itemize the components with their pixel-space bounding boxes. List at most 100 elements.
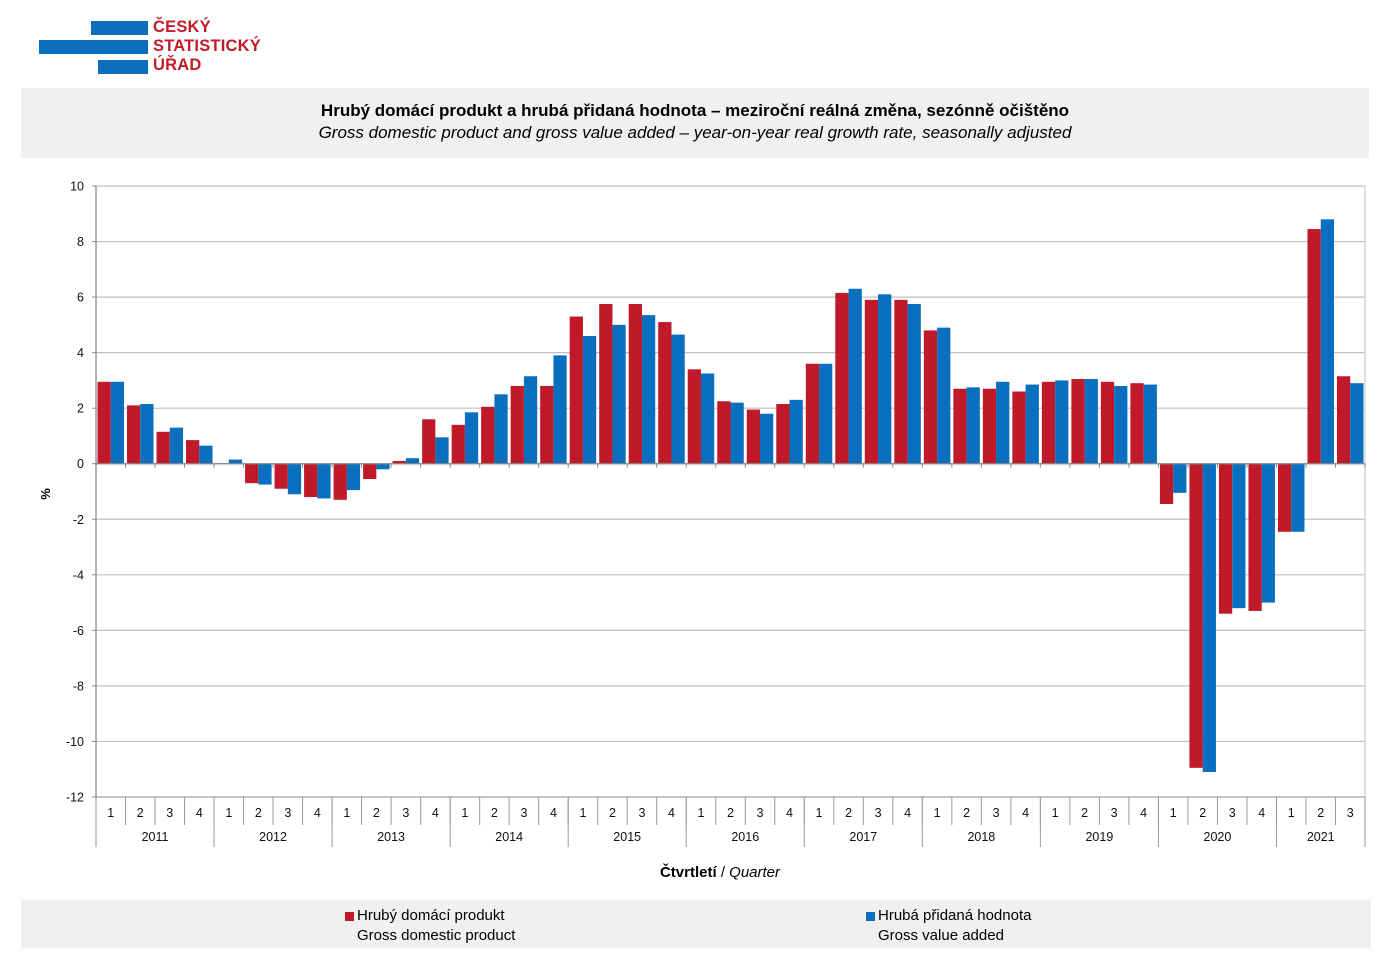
bar-gva <box>1261 463 1275 603</box>
bar-gva <box>1202 463 1216 773</box>
bar-gva <box>1055 380 1069 464</box>
bar-gdp <box>540 385 554 464</box>
legend-item-gdp: Hrubý domácí produkt Gross domestic prod… <box>345 906 516 946</box>
bar-gdp <box>481 406 495 464</box>
logo-text: ČESKÝ STATISTICKÝ ÚŘAD <box>153 18 261 75</box>
legend-swatch-gdp <box>345 912 354 921</box>
y-tick-label: 8 <box>77 235 84 249</box>
x-quarter-label: 2 <box>609 806 616 820</box>
bar-gdp <box>835 292 849 464</box>
x-quarter-label: 2 <box>255 806 262 820</box>
bar-gva <box>1143 384 1157 464</box>
bar-gdp <box>451 424 465 464</box>
bar-gva <box>199 445 213 464</box>
bar-gva <box>582 335 597 464</box>
x-quarter-label: 3 <box>638 806 645 820</box>
bar-gdp <box>1071 379 1085 464</box>
bar-gva <box>966 387 980 464</box>
x-year-label: 2019 <box>1085 830 1113 844</box>
x-quarter-label: 1 <box>1052 806 1059 820</box>
x-quarter-label: 2 <box>491 806 498 820</box>
legend-label-gdp-cz: Hrubý domácí produkt <box>357 907 505 924</box>
bar-gva <box>1291 463 1305 532</box>
x-quarter-label: 4 <box>432 806 439 820</box>
y-tick-label: 6 <box>77 291 84 305</box>
bar-gva <box>819 363 833 464</box>
x-quarter-label: 2 <box>137 806 144 820</box>
bar-gva <box>494 394 508 464</box>
bar-gdp <box>923 330 938 464</box>
x-quarter-label: 4 <box>1140 806 1147 820</box>
x-quarter-label: 4 <box>1258 806 1265 820</box>
logo-bar-middle <box>39 40 148 54</box>
bar-gdp <box>97 381 111 464</box>
chart-title-cz: Hrubý domácí produkt a hrubá přidaná hod… <box>320 101 1070 120</box>
legend-label-gdp-en: Gross domestic product <box>357 927 516 944</box>
bar-gdp <box>304 463 318 498</box>
y-tick-label: -12 <box>66 791 84 805</box>
bar-gdp <box>1218 463 1233 614</box>
x-year-label: 2018 <box>967 830 995 844</box>
x-quarter-label: 2 <box>963 806 970 820</box>
x-quarter-label: 4 <box>550 806 557 820</box>
bar-gva <box>1232 463 1246 609</box>
bar-gdp <box>127 405 141 464</box>
czso-logo: ČESKÝ STATISTICKÝ ÚŘAD <box>38 18 278 78</box>
bar-gdp <box>186 440 200 464</box>
y-tick-label: -6 <box>73 624 84 638</box>
bar-gva <box>140 404 154 464</box>
x-quarter-label: 2 <box>1199 806 1206 820</box>
bars <box>97 219 1364 773</box>
x-axis-title-en: Quarter <box>729 864 781 881</box>
bar-gdp <box>333 463 347 500</box>
bar-gva <box>1025 384 1039 464</box>
y-tick-label: 10 <box>70 180 84 194</box>
x-quarter-label: 1 <box>816 806 823 820</box>
bar-gva <box>110 381 125 464</box>
bar-gva <box>1084 379 1098 464</box>
bar-gva <box>258 463 272 485</box>
bar-gva <box>789 399 803 464</box>
bar-gva <box>1320 219 1334 464</box>
x-quarter-label: 2 <box>845 806 852 820</box>
x-quarter-label: 3 <box>993 806 1000 820</box>
bar-gva <box>937 327 951 464</box>
x-year-label: 2015 <box>613 830 641 844</box>
bar-gdp <box>1130 383 1144 464</box>
bar-gdp <box>717 401 731 464</box>
bar-gva <box>464 412 479 464</box>
y-tick-label: 0 <box>77 457 84 471</box>
legend: Hrubý domácí produkt Gross domestic prod… <box>21 900 1371 948</box>
x-year-label: 2017 <box>849 830 877 844</box>
y-tick-label: -10 <box>66 735 84 749</box>
bar-gva <box>1173 463 1187 493</box>
bar-gva <box>671 334 685 464</box>
x-year-label: 2020 <box>1204 830 1232 844</box>
x-quarter-label: 3 <box>520 806 527 820</box>
bar-gva <box>435 437 449 464</box>
bar-gdp <box>1159 463 1174 504</box>
x-quarter-label: 3 <box>402 806 409 820</box>
x-quarter-label: 1 <box>107 806 114 820</box>
y-tick-label: 2 <box>77 402 84 416</box>
x-year-label: 2016 <box>731 830 759 844</box>
x-quarter-label: 2 <box>1081 806 1088 820</box>
x-quarter-label: 1 <box>698 806 705 820</box>
x-quarter-label: 4 <box>904 806 911 820</box>
x-axis-title-sep: / <box>716 864 730 881</box>
bar-gva <box>1114 385 1128 464</box>
bar-gva <box>700 373 715 464</box>
x-quarter-label: 3 <box>166 806 173 820</box>
bar-gva <box>169 427 184 464</box>
x-quarter-label: 1 <box>579 806 586 820</box>
logo-line-2: STATISTICKÝ <box>153 37 261 55</box>
bar-gdp <box>1307 229 1321 464</box>
x-year-label: 2012 <box>259 830 287 844</box>
x-axis-title: Čtvrtletí / Quarter <box>0 864 1385 881</box>
legend-label-gva-cz: Hrubá přidaná hodnota <box>878 907 1032 924</box>
chart-title-en: Gross domestic product and gross value a… <box>318 123 1072 142</box>
bar-gva <box>553 355 567 464</box>
x-year-label: 2014 <box>495 830 523 844</box>
x-quarter-label: 2 <box>727 806 734 820</box>
